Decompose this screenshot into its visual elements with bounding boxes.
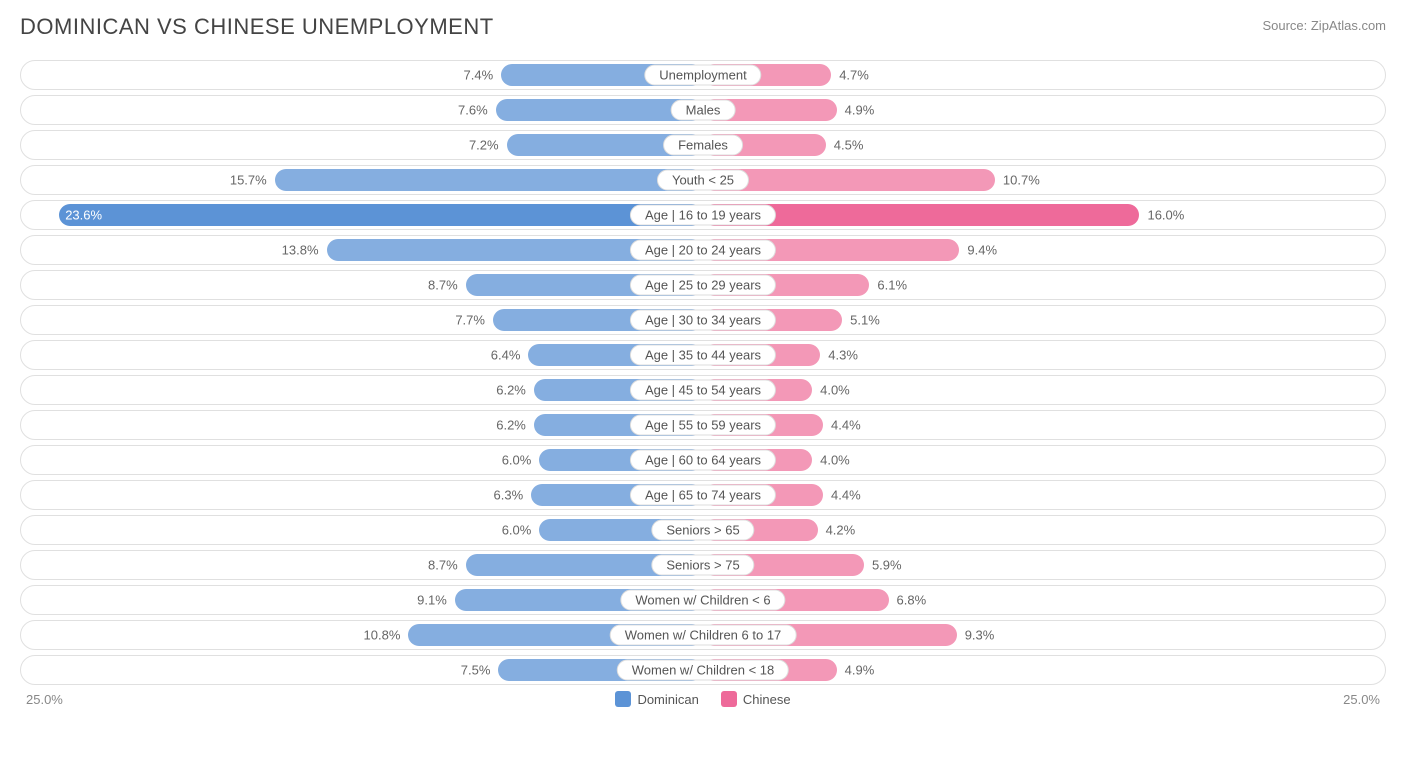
bar-left: 23.6%	[59, 204, 703, 226]
value-left: 23.6%	[65, 208, 102, 223]
value-left: 6.0%	[502, 453, 540, 468]
value-left: 6.2%	[496, 383, 534, 398]
chart-row: 10.8% 9.3% Women w/ Children 6 to 17	[20, 620, 1386, 650]
chart-row: 7.5% 4.9% Women w/ Children < 18	[20, 655, 1386, 685]
legend: Dominican Chinese	[615, 691, 790, 707]
value-left: 6.4%	[491, 348, 529, 363]
value-left: 10.8%	[364, 628, 409, 643]
value-right: 4.0%	[812, 383, 850, 398]
value-right: 9.3%	[957, 628, 995, 643]
category-label: Unemployment	[644, 65, 761, 86]
value-left: 7.6%	[458, 103, 496, 118]
value-right: 4.3%	[820, 348, 858, 363]
value-right: 6.8%	[889, 593, 927, 608]
chart-row: 7.2% 4.5% Females	[20, 130, 1386, 160]
category-label: Youth < 25	[657, 170, 749, 191]
value-left: 7.5%	[461, 663, 499, 678]
value-right: 4.2%	[818, 523, 856, 538]
bar-left: 15.7%	[275, 169, 703, 191]
chart-row: 23.6% 16.0% Age | 16 to 19 years	[20, 200, 1386, 230]
legend-item-right: Chinese	[721, 691, 791, 707]
category-label: Males	[671, 100, 736, 121]
chart-row: 13.8% 9.4% Age | 20 to 24 years	[20, 235, 1386, 265]
chart-footer: 25.0% Dominican Chinese 25.0%	[20, 691, 1386, 707]
chart-row: 6.0% 4.0% Age | 60 to 64 years	[20, 445, 1386, 475]
value-left: 8.7%	[428, 558, 466, 573]
chart-row: 6.2% 4.4% Age | 55 to 59 years	[20, 410, 1386, 440]
axis-max-left: 25.0%	[26, 692, 63, 707]
value-right: 4.4%	[823, 418, 861, 433]
value-right: 4.9%	[837, 663, 875, 678]
category-label: Women w/ Children < 18	[617, 660, 789, 681]
butterfly-chart: 7.4% 4.7% Unemployment 7.6% 4.9% Males 7.2% 4.5…	[20, 60, 1386, 685]
value-left: 7.7%	[455, 313, 493, 328]
category-label: Age | 45 to 54 years	[630, 380, 776, 401]
chart-row: 7.4% 4.7% Unemployment	[20, 60, 1386, 90]
category-label: Age | 30 to 34 years	[630, 310, 776, 331]
chart-row: 8.7% 5.9% Seniors > 75	[20, 550, 1386, 580]
chart-row: 7.6% 4.9% Males	[20, 95, 1386, 125]
chart-row: 15.7% 10.7% Youth < 25	[20, 165, 1386, 195]
category-label: Age | 65 to 74 years	[630, 485, 776, 506]
value-left: 8.7%	[428, 278, 466, 293]
value-left: 6.0%	[502, 523, 540, 538]
category-label: Age | 16 to 19 years	[630, 205, 776, 226]
value-right: 10.7%	[995, 173, 1040, 188]
value-left: 15.7%	[230, 173, 275, 188]
category-label: Age | 60 to 64 years	[630, 450, 776, 471]
value-right: 4.9%	[837, 103, 875, 118]
value-right: 9.4%	[959, 243, 997, 258]
chart-row: 9.1% 6.8% Women w/ Children < 6	[20, 585, 1386, 615]
value-right: 5.9%	[864, 558, 902, 573]
legend-item-left: Dominican	[615, 691, 698, 707]
value-right: 4.5%	[826, 138, 864, 153]
chart-source: Source: ZipAtlas.com	[1262, 18, 1386, 33]
chart-header: DOMINICAN VS CHINESE UNEMPLOYMENT Source…	[20, 14, 1386, 40]
chart-row: 6.2% 4.0% Age | 45 to 54 years	[20, 375, 1386, 405]
value-right: 16.0%	[1139, 208, 1184, 223]
value-left: 7.2%	[469, 138, 507, 153]
axis-max-right: 25.0%	[1343, 692, 1380, 707]
category-label: Age | 35 to 44 years	[630, 345, 776, 366]
category-label: Women w/ Children 6 to 17	[610, 625, 797, 646]
value-right: 4.7%	[831, 68, 869, 83]
value-left: 6.2%	[496, 418, 534, 433]
category-label: Seniors > 65	[651, 520, 754, 541]
value-right: 4.0%	[812, 453, 850, 468]
value-left: 6.3%	[494, 488, 532, 503]
chart-row: 6.3% 4.4% Age | 65 to 74 years	[20, 480, 1386, 510]
chart-row: 6.4% 4.3% Age | 35 to 44 years	[20, 340, 1386, 370]
legend-swatch-left	[615, 691, 631, 707]
value-right: 5.1%	[842, 313, 880, 328]
value-right: 6.1%	[869, 278, 907, 293]
category-label: Females	[663, 135, 743, 156]
value-left: 13.8%	[282, 243, 327, 258]
legend-label-right: Chinese	[743, 692, 791, 707]
chart-row: 7.7% 5.1% Age | 30 to 34 years	[20, 305, 1386, 335]
category-label: Women w/ Children < 6	[620, 590, 785, 611]
legend-label-left: Dominican	[637, 692, 698, 707]
category-label: Age | 20 to 24 years	[630, 240, 776, 261]
category-label: Age | 55 to 59 years	[630, 415, 776, 436]
chart-row: 6.0% 4.2% Seniors > 65	[20, 515, 1386, 545]
value-left: 7.4%	[464, 68, 502, 83]
category-label: Seniors > 75	[651, 555, 754, 576]
chart-row: 8.7% 6.1% Age | 25 to 29 years	[20, 270, 1386, 300]
chart-title: DOMINICAN VS CHINESE UNEMPLOYMENT	[20, 14, 494, 40]
value-left: 9.1%	[417, 593, 455, 608]
value-right: 4.4%	[823, 488, 861, 503]
category-label: Age | 25 to 29 years	[630, 275, 776, 296]
legend-swatch-right	[721, 691, 737, 707]
